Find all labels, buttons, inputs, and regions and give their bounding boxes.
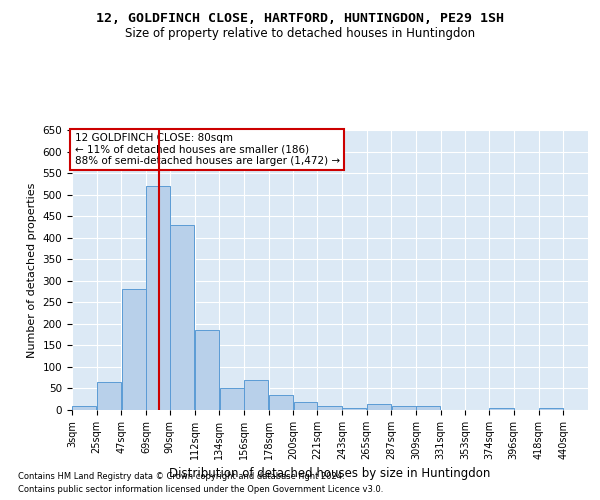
Text: 12, GOLDFINCH CLOSE, HARTFORD, HUNTINGDON, PE29 1SH: 12, GOLDFINCH CLOSE, HARTFORD, HUNTINGDO… <box>96 12 504 26</box>
Bar <box>122 290 146 410</box>
Bar <box>170 225 194 410</box>
Bar <box>146 186 170 410</box>
Bar <box>72 406 97 410</box>
Y-axis label: Number of detached properties: Number of detached properties <box>27 182 37 358</box>
Text: Size of property relative to detached houses in Huntingdon: Size of property relative to detached ho… <box>125 28 475 40</box>
X-axis label: Distribution of detached houses by size in Huntingdon: Distribution of detached houses by size … <box>169 468 491 480</box>
Bar <box>195 330 219 410</box>
Bar <box>220 388 244 410</box>
Text: Contains public sector information licensed under the Open Government Licence v3: Contains public sector information licen… <box>18 485 383 494</box>
Bar <box>392 406 416 410</box>
Bar <box>539 408 563 410</box>
Text: 12 GOLDFINCH CLOSE: 80sqm
← 11% of detached houses are smaller (186)
88% of semi: 12 GOLDFINCH CLOSE: 80sqm ← 11% of detac… <box>74 133 340 166</box>
Bar <box>244 380 268 410</box>
Bar <box>317 406 341 410</box>
Bar <box>97 382 121 410</box>
Bar <box>342 408 366 410</box>
Bar <box>367 404 391 410</box>
Text: Contains HM Land Registry data © Crown copyright and database right 2024.: Contains HM Land Registry data © Crown c… <box>18 472 344 481</box>
Bar <box>294 402 317 410</box>
Bar <box>269 395 293 410</box>
Bar <box>490 408 514 410</box>
Bar <box>416 406 440 410</box>
